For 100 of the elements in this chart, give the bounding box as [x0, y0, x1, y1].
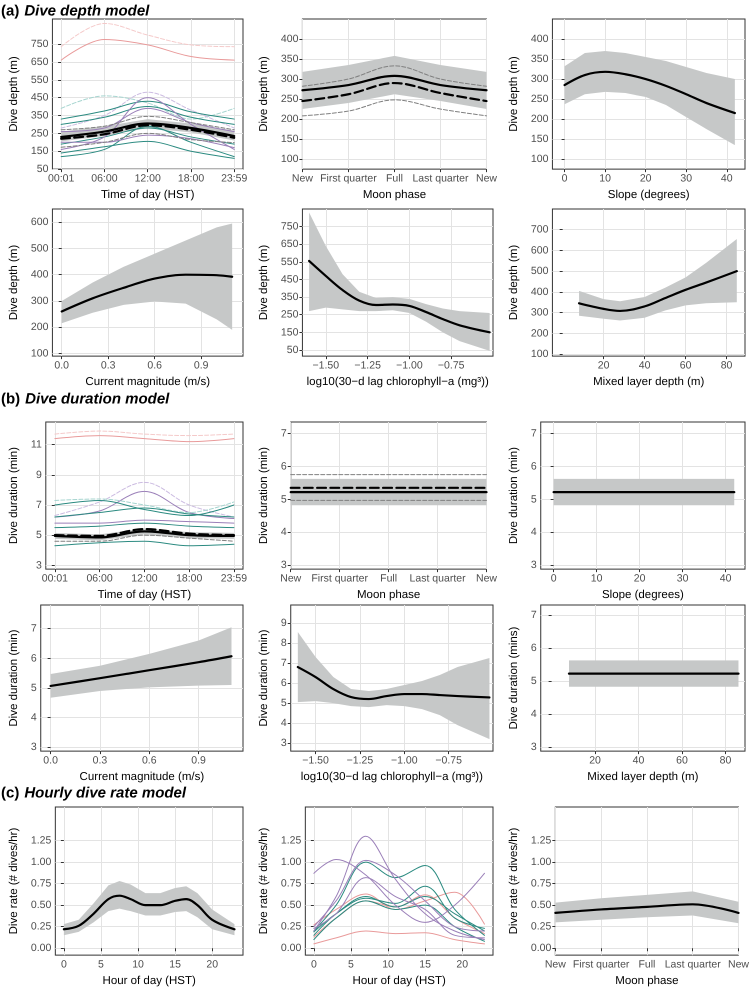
- y-tick-label: 50: [286, 344, 299, 356]
- x-axis-title: Slope (degrees): [608, 189, 690, 201]
- y-axis-title: Dive duration (min): [258, 446, 270, 544]
- y-tick-label: 3: [530, 559, 537, 572]
- y-axis-title: Dive depth (m): [508, 244, 520, 320]
- y-tick-label: 9: [280, 617, 287, 630]
- x-tick-label: 20: [598, 360, 610, 372]
- y-tick-label: 400: [530, 286, 549, 298]
- y-tick-label: 200: [530, 113, 549, 126]
- y-tick-label: 1.25: [280, 834, 302, 847]
- x-tick-label: 00:01: [48, 172, 74, 185]
- y-tick-label: 7: [280, 428, 287, 440]
- y-tick-label: 5: [30, 682, 37, 694]
- y-tick-label: 600: [530, 244, 549, 256]
- y-axis-title: Dive rate (# dives/hr): [258, 828, 270, 934]
- x-tick-label: 0.3: [92, 754, 108, 767]
- y-tick-label: 1.25: [530, 834, 552, 847]
- x-tick-label: 0.6: [147, 360, 162, 372]
- y-axis-title: Dive depth (m): [8, 244, 20, 320]
- x-tick-label: 06:00: [91, 172, 118, 185]
- y-tick-label: 4: [280, 717, 287, 730]
- x-tick-label: 06:00: [86, 572, 113, 585]
- x-tick-label: 20: [206, 958, 218, 971]
- x-axis-title: Current magnitude (m/s): [80, 771, 204, 783]
- y-tick-label: 500: [530, 265, 549, 278]
- y-tick-label: 0.50: [530, 899, 552, 912]
- x-tick-label: New: [476, 572, 498, 585]
- y-tick-label: 300: [530, 306, 549, 319]
- y-tick-label: 6: [280, 677, 287, 690]
- y-tick-label: 0.75: [530, 878, 552, 890]
- x-tick-label: 30: [680, 172, 692, 185]
- x-tick-label: 23:59: [221, 172, 248, 185]
- x-tick-label: 18:00: [176, 572, 203, 585]
- y-tick-label: 4: [280, 526, 287, 538]
- y-tick-label: 5: [36, 529, 42, 542]
- y-tick-label: 550: [280, 256, 299, 268]
- x-tick-label: 40: [632, 754, 645, 767]
- x-tick-label: 0: [310, 958, 317, 971]
- y-tick-label: 150: [530, 133, 549, 146]
- y-tick-label: 400: [30, 268, 49, 281]
- y-tick-label: 8: [280, 637, 287, 650]
- y-tick-label: 0.50: [280, 899, 302, 912]
- y-tick-label: 400: [530, 33, 549, 46]
- x-tick-label: 5: [348, 958, 354, 971]
- x-tick-label: 23:59: [220, 572, 248, 585]
- y-axis-title: Dive rate (# dives/hr): [508, 828, 520, 934]
- x-tick-label: −0.75: [438, 360, 465, 372]
- x-tick-label: 80: [720, 754, 732, 767]
- y-tick-label: 6: [530, 642, 537, 654]
- y-tick-label: 650: [280, 238, 299, 250]
- x-tick-label: 40: [638, 360, 651, 372]
- y-tick-label: 100: [280, 153, 299, 166]
- y-tick-label: 500: [30, 242, 49, 254]
- y-tick-label: 150: [280, 133, 299, 146]
- chart-title: (b) Dive duration model: [1, 390, 170, 408]
- y-tick-label: 450: [30, 92, 49, 104]
- x-tick-label: New: [728, 958, 750, 971]
- x-tick-label: 40: [720, 572, 732, 585]
- x-tick-label: New: [476, 172, 498, 185]
- y-tick-label: 300: [30, 294, 49, 307]
- x-axis-title: log10(30−d lag chlorophyll−a (mg³)): [300, 771, 484, 783]
- x-tick-label: −1.25: [354, 360, 382, 372]
- y-tick-label: 50: [36, 163, 49, 176]
- x-axis-title: Time of day (HST): [98, 589, 192, 601]
- x-tick-label: 0.3: [100, 360, 116, 372]
- y-tick-label: 0.25: [30, 920, 52, 933]
- y-tick-label: 1.00: [30, 856, 52, 868]
- y-tick-label: 400: [280, 33, 299, 46]
- y-tick-label: 250: [280, 93, 299, 106]
- x-tick-label: 15: [419, 958, 432, 971]
- y-tick-label: 9: [36, 468, 42, 481]
- x-axis-title: Moon phase: [356, 589, 420, 601]
- x-tick-label: 12:00: [131, 572, 158, 585]
- x-tick-label: 0: [562, 172, 568, 185]
- y-tick-label: 4: [30, 712, 37, 724]
- x-tick-label: 0.0: [43, 754, 58, 767]
- x-tick-label: 80: [720, 360, 733, 372]
- x-tick-label: New: [292, 172, 314, 185]
- y-tick-label: 100: [530, 348, 549, 360]
- y-tick-label: 3: [36, 559, 42, 572]
- y-tick-label: 750: [30, 38, 49, 50]
- x-tick-label: 0: [60, 958, 67, 971]
- chart-title: (a) Dive depth model: [1, 2, 150, 20]
- x-tick-label: 30: [676, 572, 689, 585]
- x-tick-label: First quarter: [320, 172, 378, 185]
- y-tick-label: 0.75: [280, 878, 302, 890]
- y-tick-label: 0.00: [280, 942, 302, 954]
- x-tick-label: 60: [680, 360, 692, 372]
- x-tick-label: 0: [550, 572, 557, 585]
- x-tick-label: 20: [640, 172, 652, 185]
- y-tick-label: 350: [280, 53, 299, 66]
- x-tick-label: Last quarter: [664, 958, 722, 971]
- x-axis-title: log10(30−d lag chlorophyll−a (mg³)): [306, 376, 489, 388]
- x-tick-label: Full: [638, 958, 656, 971]
- x-tick-label: 0.6: [142, 754, 157, 767]
- y-tick-label: 0.00: [30, 942, 52, 954]
- y-tick-label: 7: [530, 608, 537, 621]
- y-tick-label: 1.00: [530, 856, 552, 868]
- y-tick-label: 100: [530, 153, 549, 166]
- y-axis-title: Dive rate (# dives/hr): [8, 828, 20, 934]
